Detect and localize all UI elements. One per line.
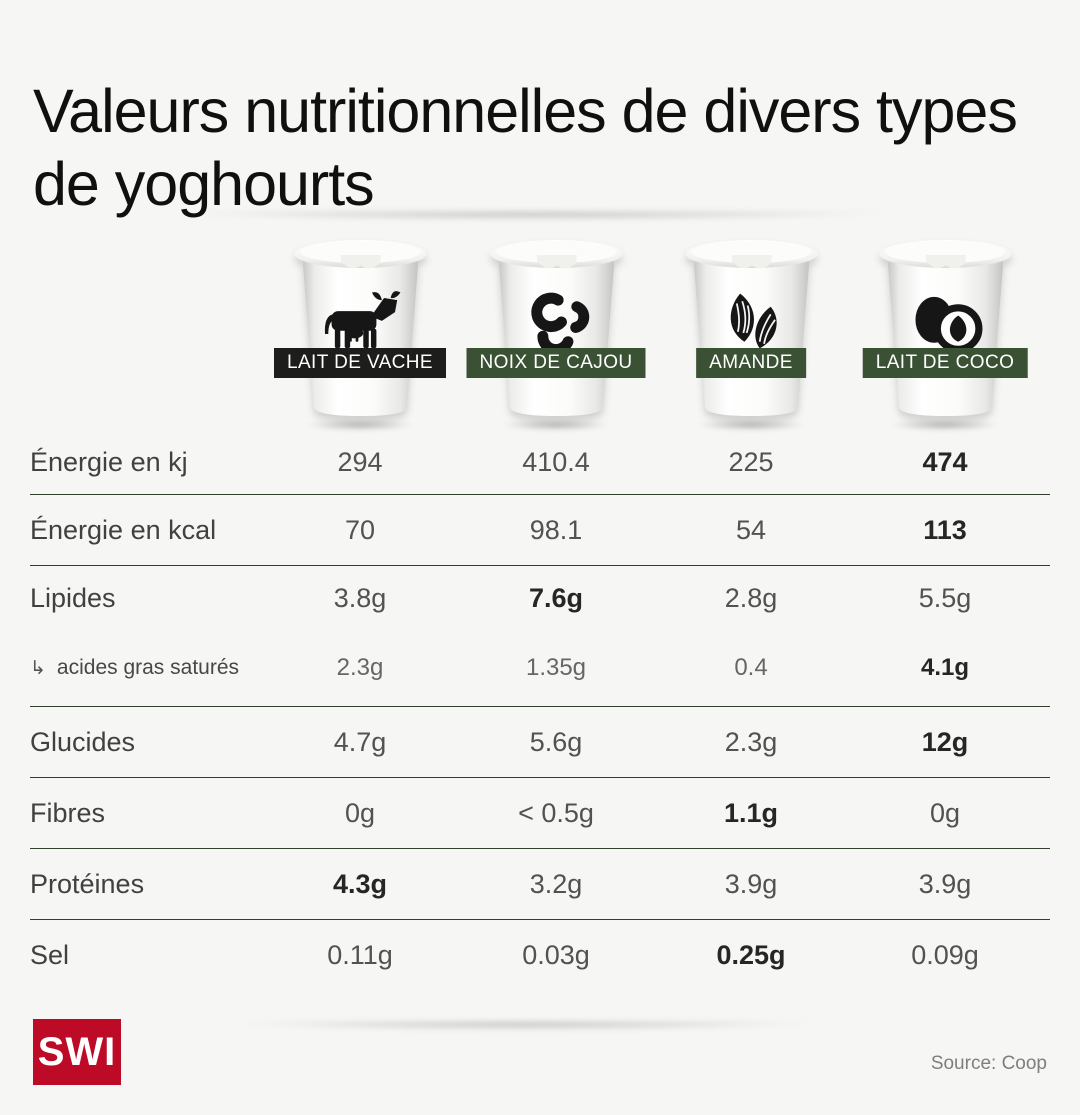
cup-ground-shadow (305, 419, 415, 431)
product-label-badge: AMANDE (696, 348, 806, 378)
value-cell: 410.4 (522, 446, 590, 477)
row-label-text: Lipides (30, 582, 116, 613)
value-cell: 12g (921, 726, 969, 757)
almond-icon (730, 293, 777, 349)
value-cell: 0g (929, 797, 961, 828)
title-divider-shadow (58, 212, 1008, 223)
cup-ground-shadow (890, 419, 1000, 431)
row-label-text: Fibres (30, 797, 106, 828)
cashew-icon (531, 292, 590, 356)
row-label: Glucides (30, 727, 270, 758)
cow-icon (324, 291, 401, 349)
row-label: Sel (30, 940, 270, 971)
value-cell: 0.11g (327, 939, 393, 970)
table-row: Glucides 4.7g 5.6g 2.3g 12g (0, 707, 1080, 777)
row-label: Protéines (30, 869, 270, 900)
value-cell: 3.8g (333, 582, 387, 613)
value-cell: 70 (344, 514, 376, 545)
value-cell: 3.9g (724, 868, 778, 899)
row-label: ↳ acides gras saturés (30, 656, 270, 680)
value-cell: 1.1g (723, 797, 779, 828)
value-cell: 98.1 (529, 514, 583, 545)
cup-ground-shadow (696, 419, 806, 431)
table-row: Sel 0.11g 0.03g 0.25g 0.09g (0, 920, 1080, 990)
row-label-text: Glucides (30, 726, 136, 757)
value-cell: 5.6g (529, 726, 583, 757)
source-credit: Source: Coop (930, 1053, 1047, 1074)
yogurt-cup: AMANDE (662, 235, 840, 435)
swi-logo: SWI (33, 1019, 121, 1085)
value-cell: 1.35g (525, 654, 587, 681)
row-divider (30, 919, 1050, 920)
row-label-text: acides gras saturés (56, 656, 240, 679)
row-label: Énergie en kj (30, 447, 270, 478)
value-cell: < 0.5g (518, 797, 594, 828)
table-row: Énergie en kj 294 410.4 225 474 (0, 430, 1080, 494)
value-cell: 0.4 (734, 654, 768, 681)
yogurt-cup: LAIT DE COCO (840, 235, 1050, 435)
table-row: ↳ acides gras saturés 2.3g 1.35g 0.4 4.1g (0, 630, 1080, 706)
row-label-text: Sel (30, 939, 70, 970)
row-label: Fibres (30, 798, 270, 829)
value-cell: 2.3g (724, 726, 778, 757)
value-cell: 4.3g (332, 868, 388, 899)
value-cell: 2.8g (724, 582, 778, 613)
row-label-text: Protéines (30, 868, 145, 899)
row-divider (30, 706, 1050, 707)
value-cell: 0.09g (911, 939, 979, 970)
value-cell: 3.9g (918, 868, 972, 899)
coconut-icon (915, 296, 983, 353)
value-cell: 54 (735, 514, 767, 545)
page-title: Valeurs nutritionnelles de divers types … (33, 76, 1018, 218)
value-cell: 4.1g (920, 654, 970, 681)
row-label-text: Énergie en kj (30, 446, 188, 477)
value-cell: 5.5g (918, 582, 972, 613)
value-cell: 7.6g (528, 582, 584, 613)
value-cell: 3.2g (529, 868, 583, 899)
sub-row-arrow-icon: ↳ (30, 657, 46, 679)
table-row: Fibres 0g < 0.5g 1.1g 0g (0, 778, 1080, 848)
product-label-badge: LAIT DE VACHE (274, 348, 446, 378)
yogurt-cup: LAIT DE VACHE (270, 235, 450, 435)
row-label-text: Énergie en kcal (30, 514, 217, 545)
value-cell: 474 (922, 446, 968, 477)
value-cell: 0.25g (716, 939, 786, 970)
yogurt-cup: NOIX DE CAJOU (450, 235, 662, 435)
row-label: Énergie en kcal (30, 515, 270, 546)
value-cell: 0g (344, 797, 376, 828)
value-cell: 225 (728, 446, 774, 477)
row-divider (30, 777, 1050, 778)
row-label: Lipides (30, 583, 270, 614)
table-row: Énergie en kcal 70 98.1 54 113 (0, 495, 1080, 565)
table-row: Protéines 4.3g 3.2g 3.9g 3.9g (0, 849, 1080, 919)
value-cell: 294 (337, 446, 383, 477)
value-cell: 2.3g (336, 654, 384, 681)
product-label-badge: NOIX DE CAJOU (466, 348, 646, 378)
product-label-badge: LAIT DE COCO (862, 348, 1028, 378)
row-divider (30, 494, 1050, 495)
nutrition-table: Énergie en kj 294 410.4 225 474 Énergie en … (0, 430, 1080, 990)
cup-ground-shadow (501, 419, 611, 431)
cups-row-spacer (30, 235, 270, 435)
footer-divider-shadow (140, 1022, 910, 1033)
row-divider (30, 848, 1050, 849)
row-divider (30, 565, 1050, 566)
table-row: Lipides 3.8g 7.6g 2.8g 5.5g (0, 566, 1080, 630)
value-cell: 0.03g (522, 939, 590, 970)
value-cell: 4.7g (333, 726, 387, 757)
cups-row: LAIT DE VACHE (0, 235, 1080, 435)
value-cell: 113 (923, 514, 967, 545)
